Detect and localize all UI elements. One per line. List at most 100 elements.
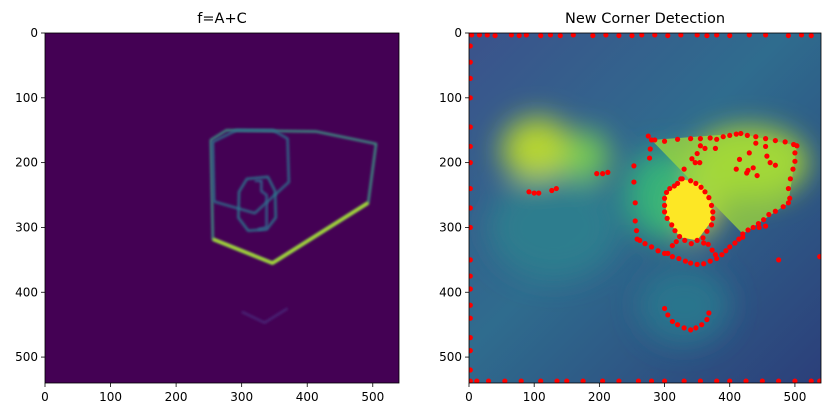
y-tick-label: 300 [439,220,462,234]
corner-points [469,33,821,383]
corner-point [547,33,554,38]
corner-point [616,33,622,39]
corner-point [590,33,596,39]
corner-point [733,131,739,137]
corner-point [469,335,473,341]
corner-point [708,202,715,209]
corner-point [762,223,769,229]
panel-right-plot: New Corner Detection 0 100 200 300 400 500 0 1… [439,11,822,404]
corner-point [564,378,570,383]
corner-point [709,247,715,253]
corner-point [727,132,733,139]
corner-point [688,327,694,333]
corner-point [759,378,765,383]
corner-point [661,209,668,215]
y-tick-label: 300 [15,220,38,234]
corner-point [701,261,707,267]
corner-point [523,33,529,38]
left-image-background [45,33,399,383]
bright-octagon [665,178,712,241]
corner-point [531,190,537,196]
corner-point [669,242,675,249]
corner-point [669,318,675,325]
corner-point [642,241,648,247]
corner-point [469,257,473,263]
corner-point [580,378,586,383]
x-tick-label: 0 [465,390,473,404]
corner-point [744,170,750,176]
corner-point [782,139,788,145]
feature-bright-base-edge [212,201,369,265]
corner-point [682,237,688,244]
corner-point [697,136,704,142]
corner-point [698,184,704,190]
feature-box-inner-face [211,129,290,215]
corner-point [633,228,640,234]
corner-point [678,33,684,38]
corner-point [762,33,769,38]
corner-point [756,224,762,231]
feature-small-step [254,179,268,231]
corner-point [629,33,635,39]
corner-point [750,165,756,171]
corner-point [714,136,720,142]
corner-point [798,33,805,38]
corner-point [469,273,473,279]
corner-point [697,160,703,166]
corner-point [772,162,778,168]
corner-point [694,150,700,157]
x-tick-label: 100 [99,390,122,404]
corner-point [754,172,760,179]
corner-point [485,378,492,383]
y-tick-label: 200 [439,156,462,170]
corner-point [667,185,673,192]
x-tick-label: 500 [783,390,806,404]
x-tick-label: 0 [41,390,49,404]
x-tick-label: 500 [361,390,384,404]
left-axes-frame [44,32,400,384]
y-tick-label: 200 [15,156,38,170]
left-x-axis: 0 100 200 300 400 500 [41,383,384,404]
corner-point [694,237,700,244]
corner-point [693,180,699,186]
corner-point [673,239,679,245]
corner-point [688,136,694,142]
feature-faint-lower-feature [241,307,289,324]
corner-point [661,202,668,209]
corner-point [700,235,706,241]
corner-point [526,189,532,195]
corner-point [723,248,729,254]
corner-point [469,124,473,130]
corner-point [706,195,712,201]
corner-point [740,234,746,240]
corner-point [704,228,710,234]
corner-point [704,316,710,323]
corner-point [665,250,671,256]
corner-point [469,205,473,211]
corner-point [570,33,576,38]
corner-point [674,322,681,328]
corner-point [661,378,668,383]
corner-point [646,155,653,161]
corner-point [787,176,793,182]
corner-point [672,228,678,234]
corner-point [469,160,473,166]
corner-point [694,261,700,267]
corner-point [469,224,473,231]
corner-point [652,33,658,38]
left-image-layer [45,33,399,383]
corner-point [502,378,508,383]
corner-point [707,135,713,141]
x-tick-label: 400 [296,390,319,404]
corner-point [508,33,514,38]
x-tick-label: 200 [588,390,611,404]
right-y-axis: 0 100 200 300 400 500 [439,26,469,364]
y-tick-label: 100 [15,91,38,105]
corner-point [632,218,638,224]
corner-point [605,169,611,175]
corner-point [557,33,563,39]
corner-point [469,185,473,192]
corner-point [648,244,655,250]
corner-point [469,347,473,354]
